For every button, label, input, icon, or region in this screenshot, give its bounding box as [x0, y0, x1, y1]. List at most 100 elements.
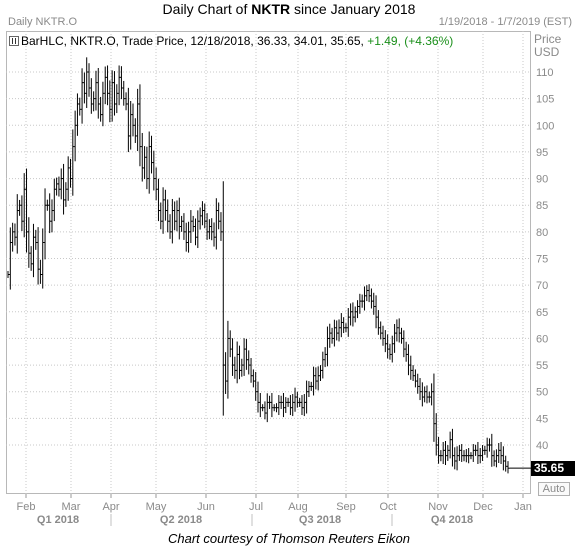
hlc-bar: [141, 132, 145, 182]
hlc-bar: [37, 227, 41, 285]
hlc-bar: [507, 461, 510, 474]
hlc-bar: [88, 63, 92, 97]
hlc-bar: [248, 350, 251, 375]
hlc-bar: [442, 441, 446, 465]
hlc-bar: [410, 355, 413, 380]
y-tick-label: 70: [536, 280, 548, 292]
hlc-bar: [234, 356, 237, 379]
hlc-bar: [188, 221, 191, 253]
hlc-bar: [433, 373, 436, 442]
hlc-bar: [222, 181, 226, 416]
hlc-bar: [322, 351, 325, 379]
hlc-bar: [16, 194, 20, 254]
hlc-bar: [401, 327, 404, 344]
hlc-bar: [454, 447, 457, 470]
hlc-bar: [482, 445, 485, 461]
hlc-bar: [32, 223, 36, 278]
hlc-bar: [81, 68, 85, 124]
hlc-bar: [259, 392, 263, 418]
hlc-bar: [51, 199, 54, 233]
hlc-bar: [229, 330, 233, 358]
hlc-bar: [414, 369, 418, 388]
hlc-bar: [280, 395, 284, 409]
quarter-label: Q1 2018: [37, 514, 79, 526]
title-suffix: since January 2018: [290, 1, 416, 17]
bar-chart-icon[interactable]: [9, 36, 19, 46]
hlc-bar: [116, 84, 119, 114]
hlc-bar: [137, 88, 140, 152]
hlc-bar: [60, 168, 64, 200]
quarter-label: Q2 2018: [160, 514, 202, 526]
y-tick-label: 90: [536, 174, 548, 186]
x-tick-label: Jun: [197, 501, 215, 513]
hlc-bar: [282, 392, 286, 418]
hlc-bar: [343, 317, 346, 334]
hlc-bar: [14, 223, 17, 246]
y-tick-label: 105: [536, 94, 554, 106]
hlc-bar: [199, 207, 203, 230]
hlc-bar: [405, 341, 409, 362]
x-axis-ticks: Feb Mar Apr May Jun Jul Aug Sep Oct Nov Dec Jan Q1 2…: [17, 494, 532, 526]
hlc-bar: [382, 325, 385, 346]
hlc-bar: [296, 391, 300, 408]
hlc-bar: [243, 338, 247, 376]
hlc-bar: [171, 198, 175, 244]
price-chart[interactable]: 40 45 50 55 60 65 70 75 80 85 90 95 100 105 110 Feb Mar…: [0, 0, 578, 530]
hlc-bar: [183, 213, 186, 240]
hlc-bar: [134, 118, 138, 143]
hlc-bar: [271, 392, 274, 418]
hlc-bar: [28, 217, 31, 268]
hlc-bar: [426, 385, 429, 404]
last-price-label: 35.65: [531, 461, 575, 476]
price-axis-title: Price USD: [534, 33, 561, 59]
hlc-bar: [12, 222, 15, 252]
hlc-bar: [157, 178, 161, 222]
hlc-bar: [232, 338, 235, 376]
hlc-bar: [252, 369, 256, 388]
plot-frame[interactable]: [6, 31, 531, 494]
x-tick-label: May: [146, 501, 167, 513]
hlc-bar: [447, 445, 450, 461]
hlc-bar: [463, 450, 467, 462]
hlc-bar: [255, 371, 258, 401]
hlc-bar: [264, 401, 267, 420]
hlc-bar: [273, 404, 277, 412]
hlc-bar: [83, 72, 87, 104]
hlc-bar: [276, 403, 279, 413]
hlc-bar: [67, 156, 71, 201]
hlc-bar: [35, 229, 38, 250]
hlc-bar: [7, 270, 10, 279]
hlc-bar: [306, 380, 309, 414]
hlc-bar: [227, 320, 230, 399]
x-tick-label: Nov: [428, 501, 448, 513]
hlc-bar: [44, 188, 48, 260]
hlc-bar: [308, 381, 311, 397]
hlc-bar: [30, 246, 34, 271]
hlc-bar: [301, 395, 304, 416]
date-range: 1/19/2018 - 1/7/2019 (EST): [438, 16, 572, 28]
y-tick-label: 50: [536, 387, 548, 399]
hlc-bar: [220, 212, 223, 241]
hlc-bar: [289, 395, 293, 416]
hlc-bar: [111, 70, 115, 122]
hlc-bar: [162, 187, 166, 234]
hlc-bar: [315, 367, 318, 390]
hlc-bar: [465, 449, 469, 463]
hlc-bar: [320, 365, 323, 382]
x-tick-label: Feb: [17, 501, 36, 513]
hlc-bar: [461, 444, 464, 462]
hlc-bar: [76, 93, 80, 136]
auto-scale-button[interactable]: Auto: [538, 482, 570, 496]
hlc-bar: [317, 366, 321, 391]
title-ticker: NKTR: [251, 1, 291, 17]
hlc-bar: [391, 335, 395, 363]
hlc-bar: [206, 213, 210, 240]
hlc-bar: [130, 101, 133, 150]
hlc-bar: [421, 382, 425, 407]
hlc-bar: [86, 57, 89, 108]
x-tick-label: Apr: [102, 501, 119, 513]
legend-text: BarHLC, NKTR.O, Trade Price, 12/18/2018,…: [21, 34, 368, 48]
y-tick-label: 75: [536, 254, 548, 266]
hlc-bar: [303, 394, 307, 417]
hlc-bar: [169, 214, 173, 239]
